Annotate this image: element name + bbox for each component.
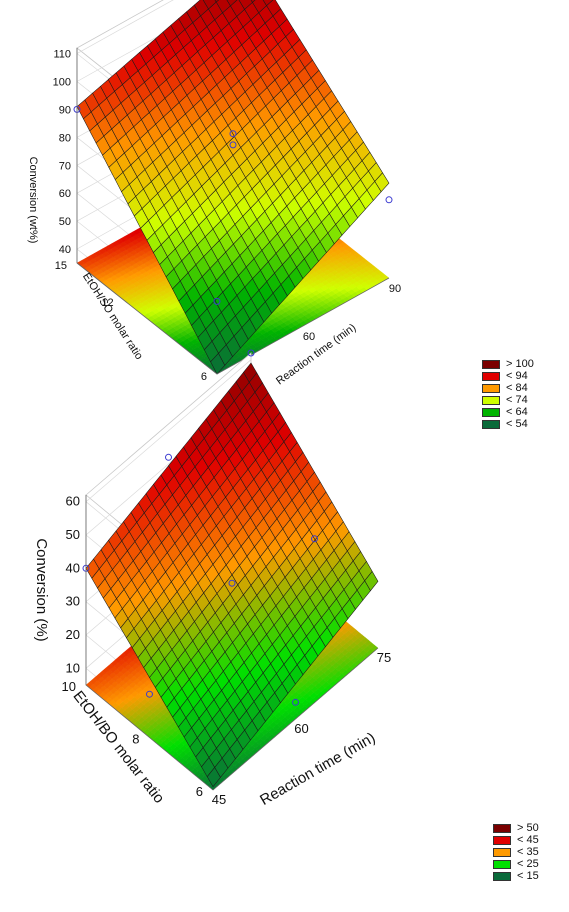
z-tick-label: 40 [66,560,80,575]
legend-label: < 45 [517,834,539,847]
legend-label: < 25 [517,858,539,871]
data-point [229,141,237,149]
legend-swatch [482,407,500,417]
x-axis-title: Reaction time (min) [257,729,378,809]
legend-bottom: > 50 < 45 < 35 < 25 < 15 [493,822,539,882]
legend-swatch [493,859,511,869]
y-tick-label: 8 [132,732,139,747]
legend-swatch [482,371,500,381]
y-tick-label: 12 [101,297,113,309]
legend-swatch [482,359,500,369]
legend-item: < 74 [482,394,534,406]
legend-swatch [493,871,511,881]
data-point [229,130,237,138]
z-tick-label: 60 [59,188,71,200]
legend-swatch [482,395,500,405]
legend-swatch [493,835,511,845]
z-tick-label: 70 [59,160,71,172]
legend-label: < 74 [506,394,528,407]
z-tick-label: 30 [66,594,80,609]
legend-swatch [493,823,511,833]
legend-item: < 45 [493,834,539,846]
z-tick-label: 10 [66,660,80,675]
x-tick-label: 75 [377,650,391,665]
z-tick-label: 90 [59,104,71,116]
x-tick-label: 60 [294,721,308,736]
legend-item: > 100 [482,358,534,370]
y-tick-label: 15 [55,260,67,272]
z-tick-label: 50 [66,527,80,542]
z-axis-title: Conversion (wt%) [27,157,39,244]
legend-label: < 84 [506,382,528,395]
y-tick-label: 6 [196,784,203,799]
z-tick-label: 60 [66,494,80,509]
z-tick-label: 40 [59,244,71,256]
legend-label: < 54 [506,418,528,431]
legend-label: > 50 [517,822,539,835]
legend-swatch [482,383,500,393]
x-tick-label: 60 [303,331,315,343]
chart-panel-0: 40506070809010011030609061215Conversion … [27,0,401,391]
legend-swatch [493,847,511,857]
legend-item: < 54 [482,418,534,430]
legend-label: < 94 [506,370,528,383]
x-tick-label: 90 [389,283,401,295]
z-tick-label: 50 [59,216,71,228]
legend-top: > 100 < 94 < 84 < 74 < 64 < 54 [482,358,534,430]
y-tick-label: 10 [62,679,76,694]
legend-item: < 15 [493,870,539,882]
legend-item: < 64 [482,406,534,418]
z-tick-label: 100 [53,77,71,89]
legend-item: < 94 [482,370,534,382]
legend-label: < 64 [506,406,528,419]
x-tick-label: 45 [212,792,226,807]
z-axis-title: Conversion (%) [33,538,50,641]
legend-item: > 50 [493,822,539,834]
z-tick-label: 110 [53,49,71,61]
y-axis-line [76,262,218,375]
z-tick-label: 20 [66,627,80,642]
z-tick-label: 80 [59,132,71,144]
data-point [385,196,393,204]
legend-label: < 15 [517,870,539,883]
legend-label: < 35 [517,846,539,859]
legend-item: < 25 [493,858,539,870]
y-tick-label: 6 [201,371,207,383]
legend-item: < 84 [482,382,534,394]
data-point [213,297,221,305]
legend-label: > 100 [506,358,534,371]
legend-item: < 35 [493,846,539,858]
legend-swatch [482,419,500,429]
surface-cell [374,172,390,193]
